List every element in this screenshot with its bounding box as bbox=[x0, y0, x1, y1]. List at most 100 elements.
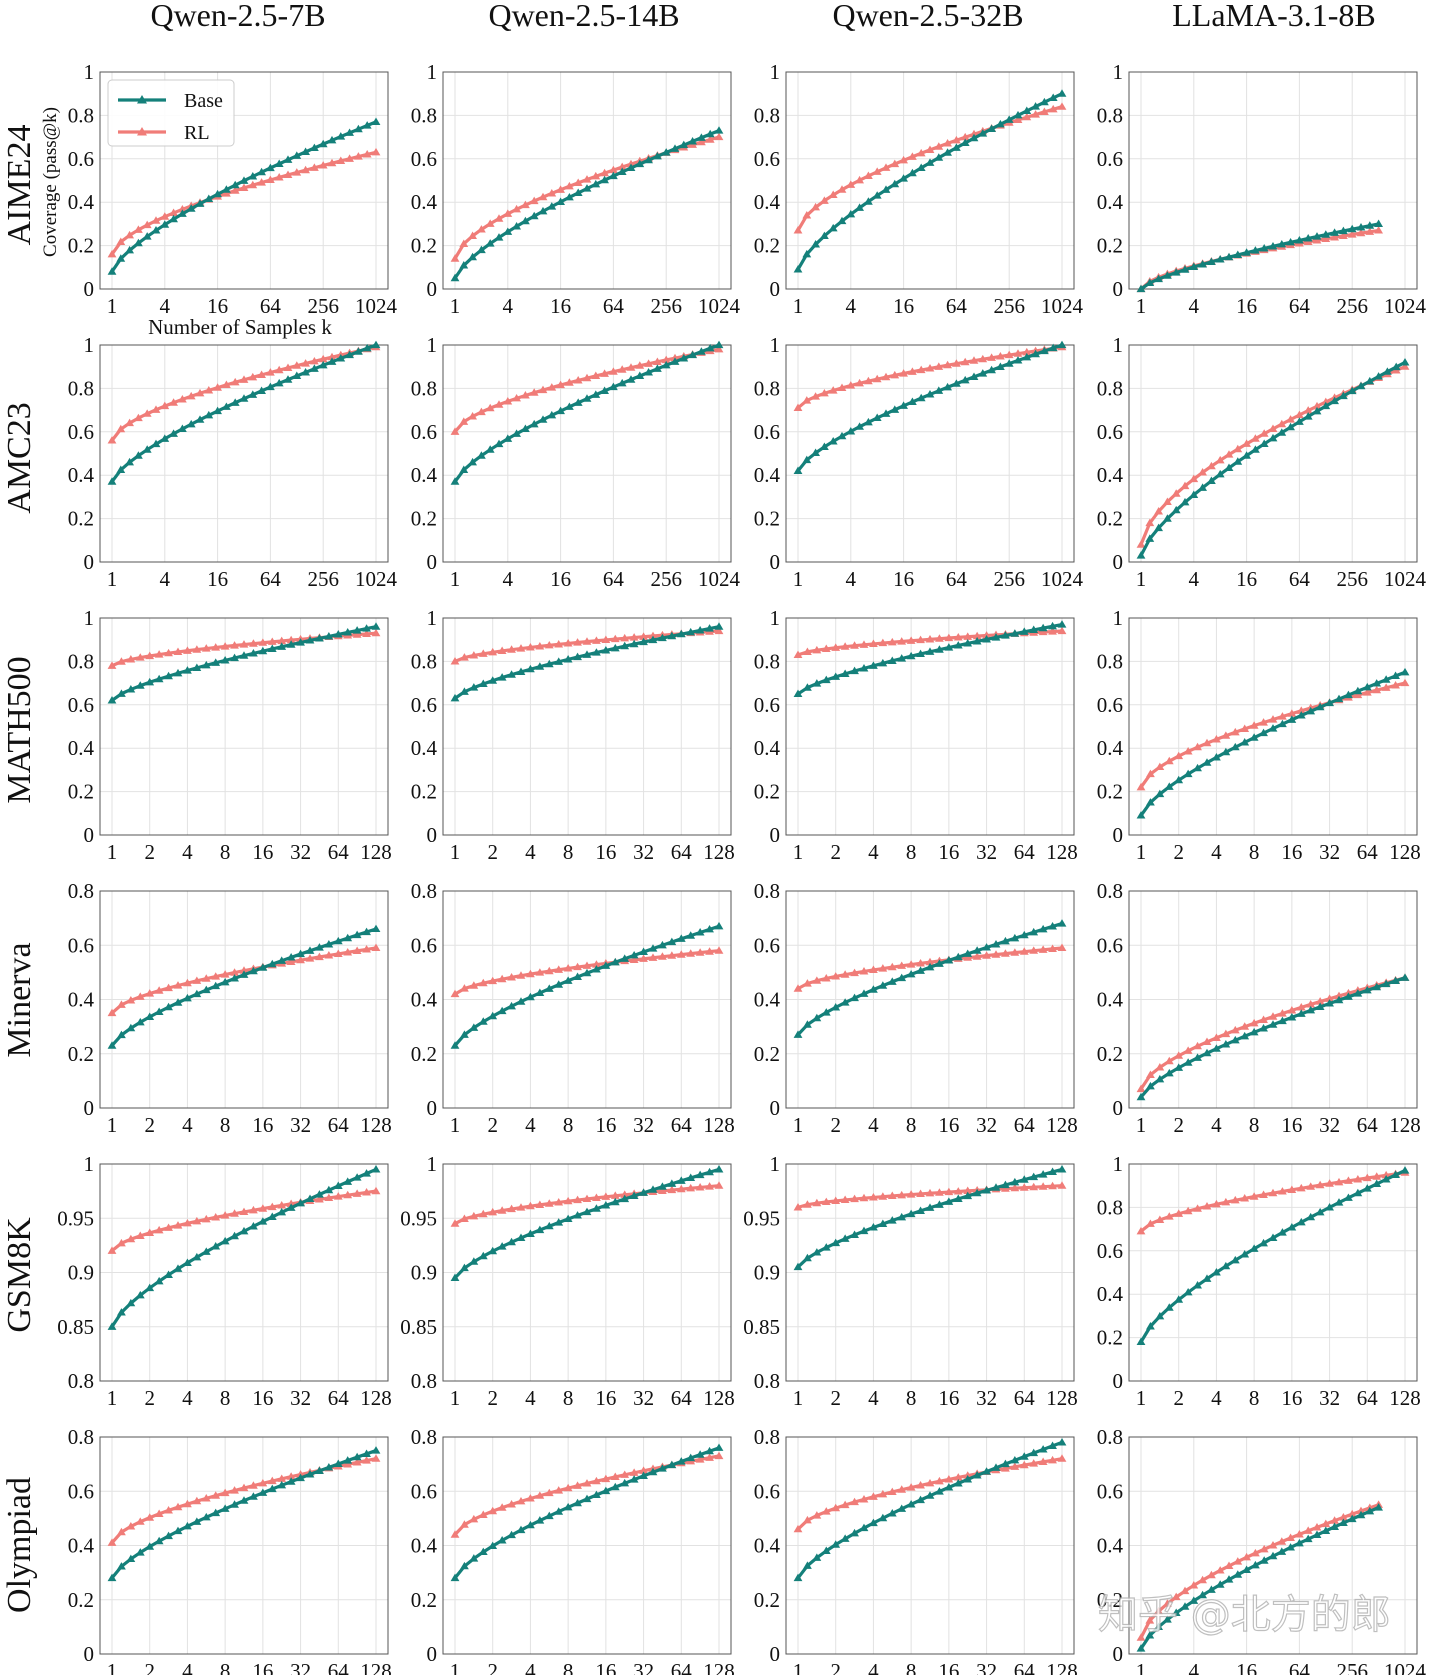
data-point-rl bbox=[507, 972, 516, 981]
data-point-base bbox=[257, 167, 266, 176]
x-tick-label: 128 bbox=[1389, 840, 1421, 864]
data-point-base bbox=[239, 970, 249, 978]
data-point-base bbox=[352, 1173, 362, 1181]
data-point-rl bbox=[126, 1234, 136, 1243]
data-point-rl bbox=[315, 952, 324, 961]
y-tick-label: 0.2 bbox=[1097, 1326, 1123, 1350]
data-point-base bbox=[820, 442, 829, 450]
x-tick-label: 1 bbox=[793, 567, 804, 591]
y-tick-label: 0.2 bbox=[411, 234, 437, 258]
data-point-rl bbox=[352, 946, 362, 954]
x-tick-label: 64 bbox=[671, 1386, 693, 1410]
data-point-rl bbox=[478, 1510, 488, 1519]
data-point-base bbox=[535, 662, 545, 670]
x-tick-label: 128 bbox=[1389, 1113, 1421, 1137]
data-point-base bbox=[107, 477, 117, 485]
x-tick-label: 16 bbox=[207, 294, 228, 318]
data-point-base bbox=[996, 362, 1005, 370]
data-point-rl bbox=[812, 1198, 822, 1207]
x-tick-label: 32 bbox=[633, 1659, 654, 1675]
data-point-base bbox=[249, 966, 258, 975]
data-point-rl bbox=[1249, 1192, 1259, 1200]
data-point-base bbox=[978, 129, 988, 137]
x-tick-label: 4 bbox=[1211, 840, 1222, 864]
data-point-base bbox=[1356, 223, 1366, 231]
data-point-rl bbox=[1163, 497, 1172, 506]
data-point-base bbox=[213, 189, 222, 198]
panel-aime24-qwen-2-5-14b: 00.20.40.60.811 4 16 64 256 1024 bbox=[411, 60, 741, 318]
y-tick-label: 0.6 bbox=[411, 1479, 437, 1503]
y-tick-label: 0.4 bbox=[1097, 463, 1124, 487]
data-point-rl bbox=[906, 1190, 916, 1198]
data-point-rl bbox=[1295, 410, 1304, 419]
data-point-base bbox=[1249, 1027, 1259, 1036]
data-point-base bbox=[982, 635, 991, 643]
data-point-rl bbox=[982, 631, 991, 639]
column-title-llama-8b: LLaMA-3.1-8B bbox=[1172, 0, 1376, 33]
data-point-base bbox=[1230, 1035, 1240, 1044]
data-point-base bbox=[899, 174, 908, 182]
x-tick-label: 1 bbox=[450, 1113, 461, 1137]
data-point-base bbox=[521, 216, 530, 225]
x-tick-label: 4 bbox=[503, 294, 514, 318]
data-point-base bbox=[1202, 1274, 1212, 1282]
data-point-base bbox=[142, 232, 152, 240]
y-tick-label: 0.6 bbox=[68, 147, 94, 171]
data-point-rl bbox=[126, 1522, 136, 1530]
data-point-rl bbox=[648, 631, 658, 640]
data-point-base bbox=[258, 1217, 268, 1225]
data-point-rl bbox=[1321, 234, 1331, 242]
series-line-base bbox=[1140, 222, 1379, 291]
data-point-base bbox=[192, 663, 202, 671]
x-tick-label: 4 bbox=[525, 840, 536, 864]
data-point-rl bbox=[521, 200, 530, 209]
data-point-rl bbox=[1278, 1187, 1287, 1195]
y-tick-label: 0.85 bbox=[400, 1315, 437, 1339]
data-point-base bbox=[916, 1206, 925, 1214]
data-point-rl bbox=[239, 375, 249, 383]
data-point-rl bbox=[488, 647, 498, 656]
plot-frame bbox=[785, 344, 1075, 563]
data-point-base bbox=[201, 1512, 211, 1521]
data-point-base bbox=[1215, 469, 1225, 478]
data-point-base bbox=[1040, 97, 1049, 106]
data-point-base bbox=[117, 1030, 126, 1039]
data-point-rl bbox=[239, 640, 249, 648]
data-point-base bbox=[991, 633, 1001, 641]
data-point-base bbox=[972, 1471, 982, 1479]
data-point-rl bbox=[516, 1203, 526, 1211]
data-point-base bbox=[582, 1494, 592, 1503]
data-point-base bbox=[1189, 262, 1199, 271]
data-point-base bbox=[705, 1167, 714, 1176]
x-tick-label: 1 bbox=[450, 294, 461, 318]
data-point-base bbox=[201, 1247, 211, 1255]
data-point-rl bbox=[249, 1481, 258, 1489]
x-tick-label: 4 bbox=[182, 1659, 193, 1675]
y-tick-label: 0.4 bbox=[68, 190, 95, 214]
data-point-base bbox=[145, 677, 155, 686]
data-point-base bbox=[450, 1273, 460, 1281]
y-tick-label: 0.2 bbox=[68, 234, 94, 258]
data-point-base bbox=[667, 1179, 677, 1187]
panel-olympiad-qwen-2-5-7b: 00.20.40.60.81 2 4 8 16 32 64 128 bbox=[68, 1425, 392, 1675]
data-point-rl bbox=[371, 147, 381, 156]
series-base bbox=[450, 1165, 724, 1281]
plot-border bbox=[1128, 617, 1418, 836]
data-point-rl bbox=[1146, 769, 1155, 778]
data-point-base bbox=[1171, 268, 1181, 276]
data-point-base bbox=[1136, 284, 1146, 293]
data-point-rl bbox=[1330, 1516, 1339, 1524]
series-rl bbox=[793, 943, 1067, 992]
data-point-base bbox=[1136, 551, 1146, 559]
y-tick-label: 1 bbox=[770, 606, 781, 630]
data-point-base bbox=[1224, 1575, 1234, 1583]
y-tick-label: 0.2 bbox=[1097, 1042, 1123, 1066]
data-point-rl bbox=[274, 365, 284, 374]
data-point-base bbox=[336, 132, 346, 140]
data-point-rl bbox=[1057, 102, 1067, 110]
data-point-rl bbox=[1325, 1179, 1334, 1187]
x-tick-label: 128 bbox=[360, 1113, 392, 1137]
data-point-base bbox=[1339, 1518, 1348, 1526]
data-point-base bbox=[1154, 523, 1163, 532]
data-point-base bbox=[488, 1246, 498, 1255]
